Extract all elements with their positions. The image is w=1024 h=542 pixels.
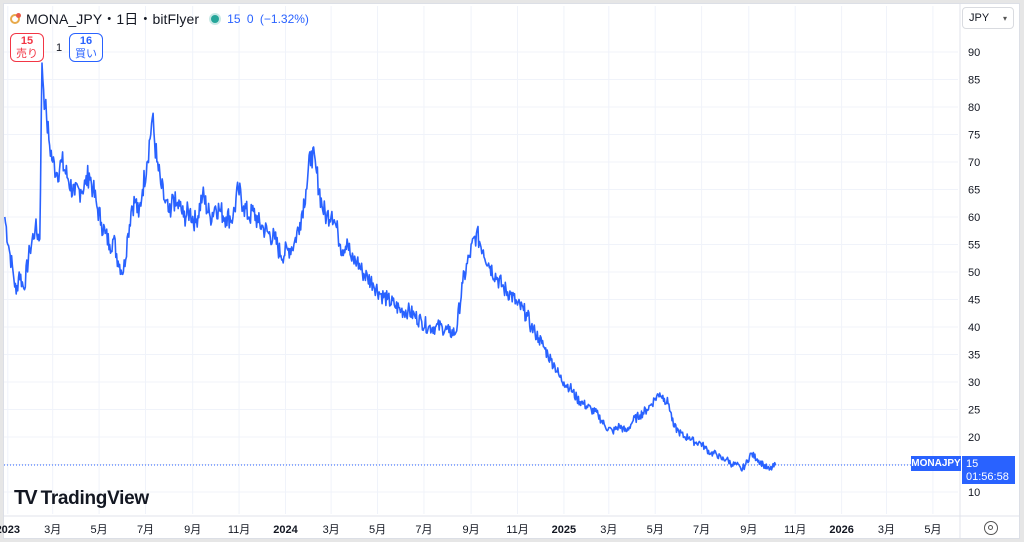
x-tick-label: 5月: [924, 524, 941, 536]
sell-price: 15: [20, 35, 34, 47]
market-status-icon[interactable]: [211, 15, 220, 23]
y-tick-label: 45: [968, 295, 980, 307]
sell-button[interactable]: 15 売り: [10, 33, 44, 62]
x-tick-label: 3月: [600, 524, 617, 536]
y-tick-label: 90: [968, 47, 980, 59]
last-price-tag: 15 01:56:58: [962, 456, 1015, 484]
quote-value: 15: [227, 12, 241, 26]
x-tick-label: 3月: [44, 524, 61, 536]
tradingview-logo-text: TradingView: [40, 487, 150, 509]
x-tick-label: 2023: [0, 524, 20, 536]
y-tick-label: 25: [968, 405, 980, 417]
y-tick-label: 65: [968, 185, 980, 197]
spread-value: 1: [56, 42, 63, 54]
x-tick-label: 11月: [228, 524, 250, 536]
y-tick-label: 70: [968, 157, 980, 169]
chart-header: MONA_JPY・1日・bitFlyer 15 0 (−1.32%): [10, 9, 312, 29]
y-tick-label: 55: [968, 240, 980, 252]
x-tick-label: 5月: [647, 524, 664, 536]
symbol-price-tag: MONAJPY: [911, 456, 961, 471]
tradingview-logo[interactable]: TV TradingView: [14, 487, 149, 510]
quote-change: 0: [246, 12, 254, 26]
x-tick-label: 9月: [740, 524, 757, 536]
symbol-logo-icon: [10, 13, 21, 24]
buy-label: 買い: [75, 48, 97, 60]
chart-frame: [3, 3, 1020, 539]
x-tick-label: 5月: [91, 524, 108, 536]
currency-select[interactable]: JPY ▾: [962, 7, 1014, 29]
y-tick-label: 20: [968, 432, 980, 444]
x-tick-label: 7月: [693, 524, 710, 536]
chevron-down-icon: ▾: [1002, 13, 1007, 23]
x-tick-label: 2024: [273, 524, 298, 536]
y-tick-label: 85: [968, 75, 980, 87]
x-tick-label: 11月: [784, 524, 806, 536]
y-tick-label: 50: [968, 267, 980, 279]
y-tick-label: 30: [968, 377, 980, 389]
x-tick-label: 9月: [184, 524, 201, 536]
quote-change-pct: (−1.32%): [259, 12, 309, 26]
settings-gear-icon[interactable]: [984, 521, 998, 535]
y-tick-label: 75: [968, 130, 980, 142]
x-tick-label: 2025: [552, 524, 576, 536]
x-tick-label: 11月: [506, 524, 528, 536]
x-tick-label: 5月: [369, 524, 386, 536]
x-tick-label: 3月: [878, 524, 895, 536]
x-tick-label: 7月: [415, 524, 432, 536]
y-tick-label: 60: [968, 212, 980, 224]
x-tick-label: 3月: [323, 524, 340, 536]
y-tick-label: 40: [968, 322, 980, 334]
tradingview-logo-icon: TV: [14, 487, 38, 509]
price-series-line: [4, 62, 777, 472]
bar-countdown: 01:56:58: [966, 471, 1009, 483]
x-tick-label: 2026: [829, 524, 853, 536]
x-tick-label: 9月: [463, 524, 480, 536]
sell-label: 売り: [16, 48, 38, 60]
symbol-title[interactable]: MONA_JPY・1日・bitFlyer: [26, 11, 200, 27]
y-tick-label: 10: [968, 487, 980, 499]
buy-button[interactable]: 16 買い: [69, 33, 103, 62]
y-tick-label: 80: [968, 102, 980, 114]
quote-summary: 15 0 (−1.32%): [227, 12, 312, 26]
y-tick-label: 35: [968, 350, 980, 362]
x-tick-label: 7月: [137, 524, 154, 536]
last-price-value: 15: [966, 458, 979, 470]
currency-value: JPY: [969, 12, 990, 24]
buy-price: 16: [79, 35, 93, 47]
